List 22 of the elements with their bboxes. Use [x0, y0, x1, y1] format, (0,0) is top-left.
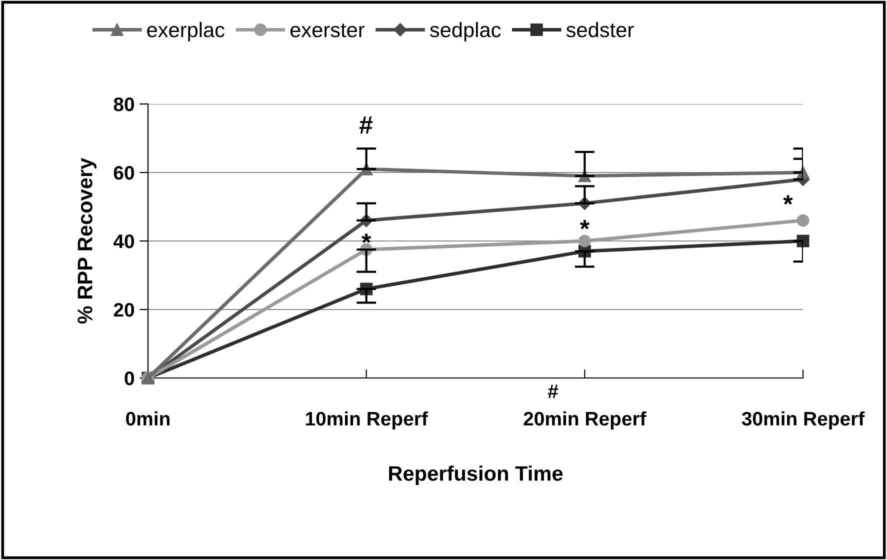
point: [796, 214, 810, 227]
legend-label: sedplac: [430, 22, 501, 42]
x-tick-label: 10min Reperf: [306, 411, 428, 430]
x-tick-label: 0min: [126, 411, 170, 426]
legend-label: exerster: [290, 24, 364, 38]
y-tick-label: 20: [114, 302, 134, 317]
x-tick-label: 20min Reperf: [524, 411, 646, 430]
y-axis-title: % RPP Recovery: [78, 158, 97, 324]
annotation: *: [783, 195, 793, 205]
y-tick-label: 0: [124, 371, 134, 386]
x-axis-title: Reperfusion Time: [389, 466, 563, 485]
point: [578, 234, 591, 248]
annotation: *: [580, 220, 590, 230]
legend-label: exerplac: [147, 22, 224, 42]
y-tick-label: 60: [114, 166, 134, 180]
annotation: #: [359, 116, 373, 134]
legend-label: sedster: [566, 22, 634, 38]
y-tick-label: 40: [113, 234, 134, 248]
text: #: [548, 384, 558, 398]
y-tick-label: 80: [114, 97, 134, 112]
annotation: *: [362, 234, 372, 243]
x-tick-label: 30min Reperf: [742, 411, 865, 430]
